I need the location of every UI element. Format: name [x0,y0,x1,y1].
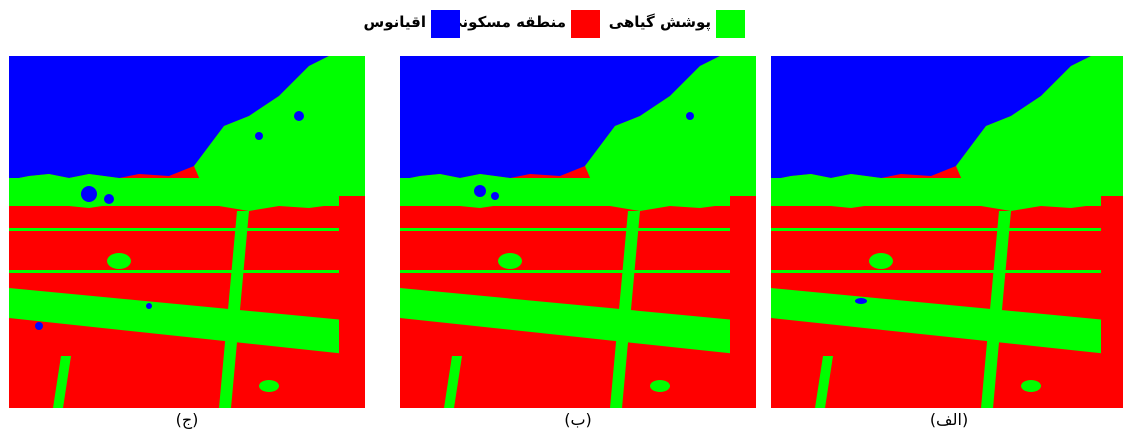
vegetation-swatch [716,10,745,38]
map-a-image [771,56,1123,408]
map-b-image [400,56,756,408]
legend-item-vegetation: پوشش گیاهی [575,10,745,40]
caption-c: (ج) [175,410,199,429]
caption-a: (الف) [929,410,969,429]
classification-map-c [9,56,365,408]
residential-swatch [571,10,600,38]
legend: پوشش گیاهی منطقه مسکونی اقیانوس [0,10,1123,40]
legend-item-ocean: اقیانوس [360,10,460,40]
classification-map-a [771,56,1123,408]
map-c-image [9,56,365,408]
legend-item-residential: منطقه مسکونی [447,10,600,40]
legend-label-residential: منطقه مسکونی [447,13,566,31]
legend-label-ocean: اقیانوس [363,13,426,31]
classification-map-b [400,56,756,408]
legend-label-vegetation: پوشش گیاهی [608,13,711,31]
caption-b: (ب) [564,410,592,429]
ocean-swatch [431,10,460,38]
